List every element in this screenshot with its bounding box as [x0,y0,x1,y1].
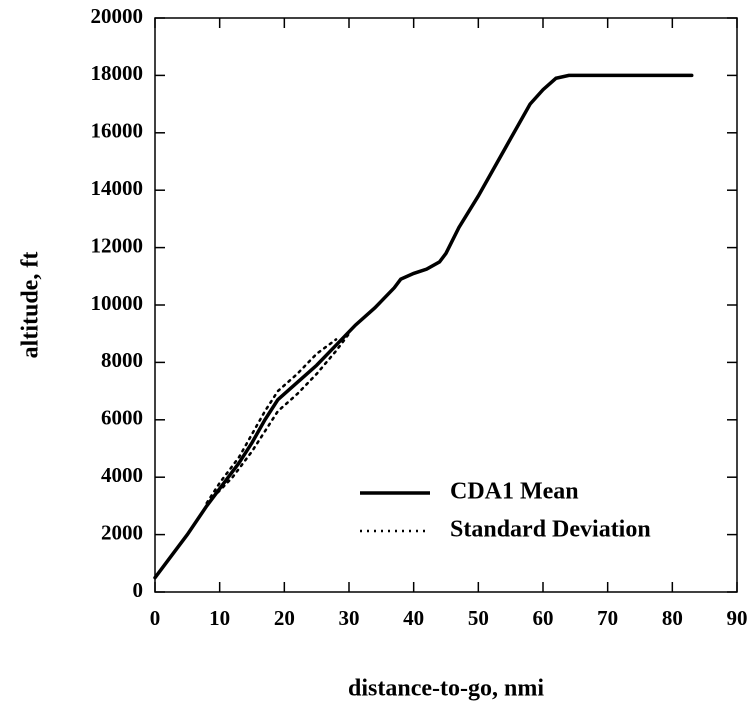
y-tick-label: 12000 [91,233,144,257]
y-tick-label: 10000 [91,291,144,315]
x-tick-label: 30 [339,606,360,630]
y-tick-label: 8000 [101,348,143,372]
y-tick-label: 2000 [101,520,143,544]
legend-label: CDA1 Mean [450,479,579,505]
x-tick-label: 80 [662,606,683,630]
y-tick-label: 16000 [91,119,144,143]
y-tick-label: 18000 [91,61,144,85]
y-axis-label: altitude, ft [18,252,44,359]
x-axis-label: distance-to-go, nmi [348,676,544,702]
x-tick-label: 0 [150,606,161,630]
x-tick-label: 20 [274,606,295,630]
series-line [211,332,351,499]
y-tick-label: 6000 [101,406,143,430]
x-tick-label: 50 [468,606,489,630]
legend-label: Standard Deviation [450,517,651,543]
y-tick-label: 20000 [91,4,144,28]
x-tick-label: 40 [403,606,424,630]
y-tick-label: 14000 [91,176,144,200]
series-line [153,73,694,580]
x-tick-label: 60 [533,606,554,630]
x-tick-label: 90 [727,606,748,630]
y-tick-label: 0 [133,578,144,602]
x-tick-label: 70 [597,606,618,630]
series-line [205,338,338,505]
y-tick-label: 4000 [101,463,143,487]
plot-frame [154,17,738,593]
x-tick-label: 10 [209,606,230,630]
